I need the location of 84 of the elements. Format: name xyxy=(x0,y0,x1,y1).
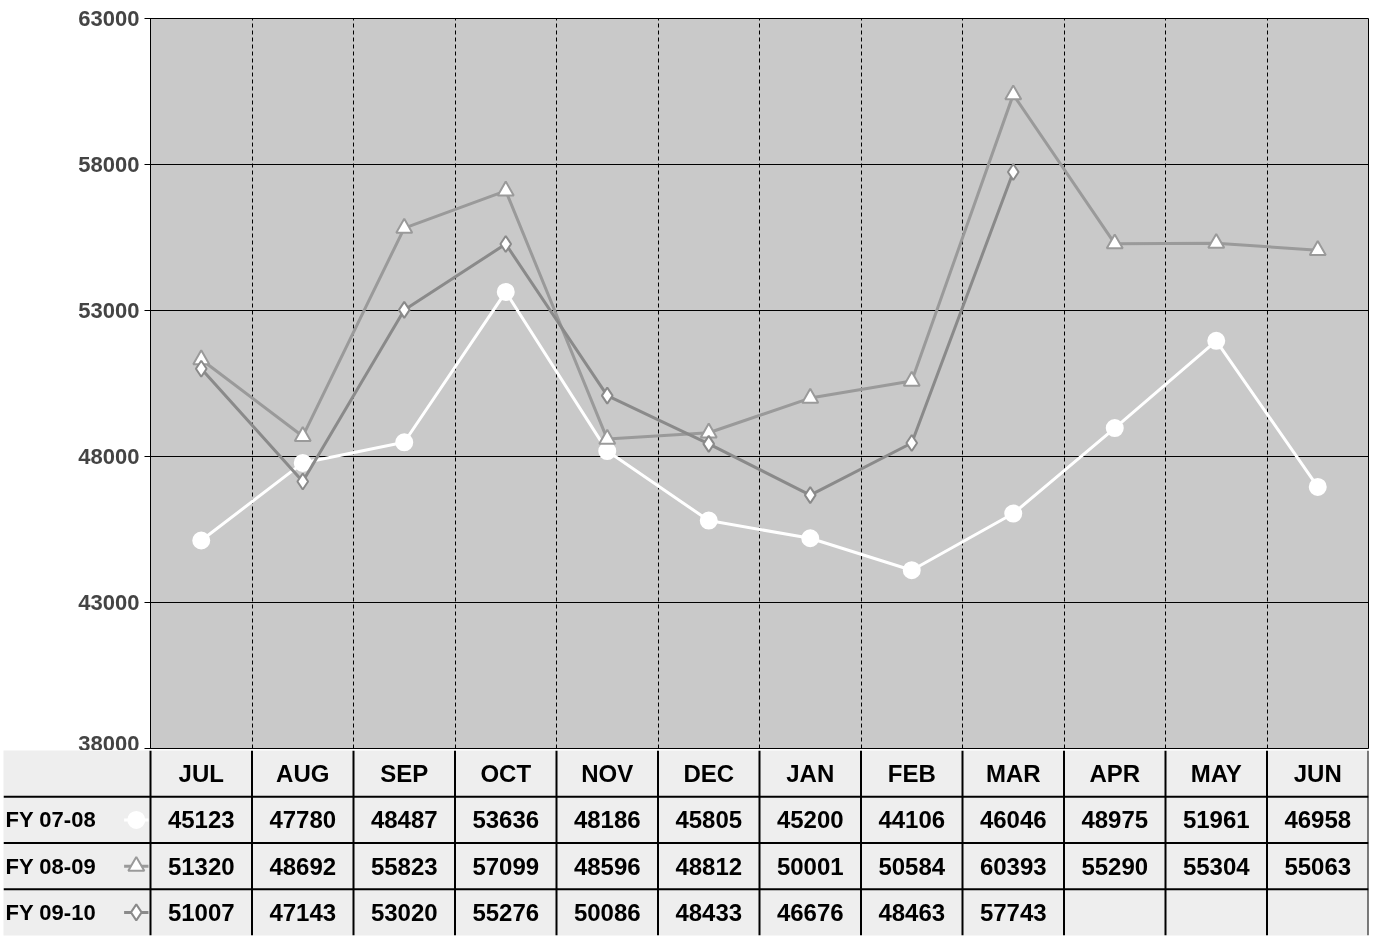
data-label: 46046 xyxy=(979,806,1047,834)
data-label: 48692 xyxy=(269,852,337,880)
point xyxy=(905,433,919,452)
data-label: 45123 xyxy=(167,806,235,834)
point xyxy=(1105,233,1124,250)
data-label: 45200 xyxy=(776,806,844,834)
legend-label: FY 07-08 xyxy=(5,807,96,833)
data-label: 46676 xyxy=(776,898,844,926)
point xyxy=(496,180,515,197)
data-label: 46958 xyxy=(1284,806,1352,834)
legend-label: FY 08-09 xyxy=(5,853,96,879)
point xyxy=(499,235,513,254)
data-label: 51007 xyxy=(167,898,235,926)
point xyxy=(902,370,921,387)
data-label: 48433 xyxy=(675,898,743,926)
point xyxy=(801,529,820,548)
x-tick-label: AUG xyxy=(276,760,330,788)
x-tick-label: JAN xyxy=(786,760,835,788)
point xyxy=(1105,419,1124,438)
data-label: 50086 xyxy=(573,898,641,926)
point xyxy=(1207,232,1226,249)
data-label: 47780 xyxy=(269,806,337,834)
point xyxy=(296,472,310,491)
data-label: 55290 xyxy=(1081,852,1149,880)
point xyxy=(699,422,718,439)
data-label: 48975 xyxy=(1081,806,1149,834)
point xyxy=(194,359,208,378)
point xyxy=(397,300,411,319)
point xyxy=(1308,240,1327,256)
legend-label: FY 09-10 xyxy=(5,899,96,925)
point xyxy=(1006,163,1020,181)
data-label: 48812 xyxy=(675,852,743,880)
point xyxy=(395,433,414,452)
x-tick-label: JUL xyxy=(178,760,224,788)
data-label: 48596 xyxy=(573,852,641,880)
data-label: 55063 xyxy=(1284,852,1352,880)
data-label: 60393 xyxy=(979,852,1047,880)
point xyxy=(801,387,820,404)
data-label: 48463 xyxy=(878,898,946,926)
data-label: 45805 xyxy=(675,806,743,834)
data-label: 53636 xyxy=(472,806,540,834)
x-tick-label: MAY xyxy=(1190,760,1242,788)
point xyxy=(293,453,312,472)
data-label: 48186 xyxy=(573,806,641,834)
data-label: 50584 xyxy=(878,852,946,880)
point xyxy=(293,426,312,442)
point xyxy=(496,282,515,301)
data-label: 55823 xyxy=(370,852,438,880)
data-label: 51320 xyxy=(167,852,235,880)
data-label: 55304 xyxy=(1182,852,1251,880)
point xyxy=(702,434,716,453)
y-tick-label: 43000 xyxy=(78,590,140,615)
data-label: 44106 xyxy=(878,806,946,834)
data-label: 55276 xyxy=(472,898,540,926)
y-tick-label: 58000 xyxy=(78,152,140,177)
y-tick-label: 63000 xyxy=(78,6,140,31)
data-label: 50001 xyxy=(776,852,844,880)
y-tick-label: 48000 xyxy=(78,444,140,469)
point xyxy=(1004,504,1023,523)
x-tick-label: APR xyxy=(1089,760,1141,788)
y-tick-label: 38000 xyxy=(78,730,140,756)
data-label: 47143 xyxy=(269,898,337,926)
x-tick-label: SEP xyxy=(380,760,429,788)
data-label: 53020 xyxy=(370,898,438,926)
data-label: 51961 xyxy=(1182,806,1250,834)
point xyxy=(192,531,211,550)
x-tick-label: NOV xyxy=(581,760,634,788)
y-tick-label: 53000 xyxy=(78,298,140,323)
data-label: 48487 xyxy=(370,806,438,834)
x-tick-label: MAR xyxy=(985,760,1041,788)
point xyxy=(699,511,718,530)
point xyxy=(803,486,817,505)
data-label: 57099 xyxy=(472,852,540,880)
data-label: 57743 xyxy=(979,898,1047,926)
point xyxy=(395,217,414,234)
point xyxy=(1207,331,1226,350)
point xyxy=(902,561,921,580)
x-tick-label: OCT xyxy=(480,760,532,788)
x-tick-label: FEB xyxy=(887,760,936,788)
point xyxy=(1004,84,1023,101)
x-tick-label: DEC xyxy=(683,760,735,788)
point xyxy=(600,386,614,405)
point xyxy=(1308,477,1327,496)
x-tick-label: JUN xyxy=(1293,760,1342,788)
